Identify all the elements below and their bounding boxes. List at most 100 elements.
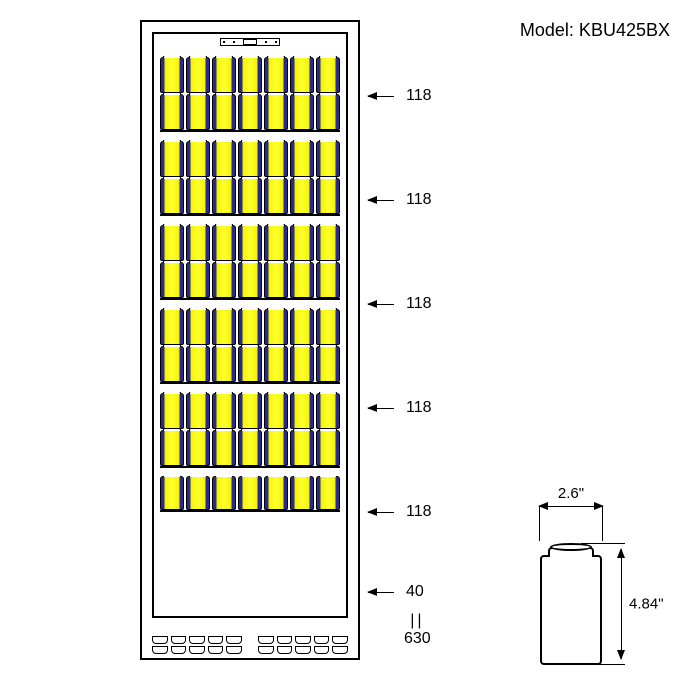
dimension-row: 118	[368, 400, 432, 416]
can-icon	[290, 262, 314, 298]
can-icon	[290, 94, 314, 130]
can-icon	[264, 346, 288, 382]
can-icon	[186, 430, 210, 466]
can-icon	[186, 346, 210, 382]
dimension-label: 118	[406, 191, 432, 209]
can-icon	[264, 141, 288, 177]
reference-can	[540, 555, 602, 665]
dimension-label: 118	[406, 295, 432, 313]
can-dimension-diagram: 2.6" 4.84"	[505, 485, 645, 665]
can-icon	[290, 346, 314, 382]
can-icon	[160, 476, 184, 510]
can-row	[160, 345, 340, 382]
can-icon	[160, 430, 184, 466]
can-icon	[212, 476, 236, 510]
vent-grille	[152, 626, 348, 654]
can-icon	[316, 57, 340, 93]
dimension-label: 118	[406, 503, 432, 521]
can-icon	[316, 430, 340, 466]
can-row	[160, 476, 340, 510]
can-icon	[290, 476, 314, 510]
can-icon	[290, 141, 314, 177]
arrow-left-icon	[368, 200, 394, 201]
can-icon	[186, 393, 210, 429]
can-icon	[186, 309, 210, 345]
can-icon	[264, 309, 288, 345]
can-icon	[212, 141, 236, 177]
can-width-dimension: 2.6"	[533, 485, 609, 507]
can-icon	[238, 262, 262, 298]
arrow-left-icon	[368, 512, 394, 513]
dimension-row: 118	[368, 504, 432, 520]
shelf-section	[160, 392, 340, 468]
can-icon	[290, 178, 314, 214]
can-icon	[316, 476, 340, 510]
can-icon	[160, 57, 184, 93]
can-icon	[186, 262, 210, 298]
can-row	[160, 93, 340, 130]
can-icon	[212, 94, 236, 130]
control-panel	[220, 38, 280, 46]
can-icon	[212, 225, 236, 261]
can-row	[160, 140, 340, 177]
arrow-left-icon	[368, 304, 394, 305]
model-label: Model: KBU425BX	[520, 20, 670, 41]
can-icon	[212, 346, 236, 382]
can-icon	[212, 262, 236, 298]
can-icon	[212, 309, 236, 345]
shelf-sections	[160, 56, 340, 610]
dimension-row: 118	[368, 192, 432, 208]
can-icon	[212, 57, 236, 93]
can-icon	[238, 141, 262, 177]
can-icon	[316, 393, 340, 429]
dimension-label: 118	[406, 399, 432, 417]
can-icon	[238, 476, 262, 510]
can-icon	[160, 393, 184, 429]
can-icon	[238, 309, 262, 345]
arrow-left-icon	[368, 592, 394, 593]
can-icon	[316, 94, 340, 130]
shelf-section	[160, 308, 340, 384]
dimension-row: 118	[368, 296, 432, 312]
can-icon	[264, 262, 288, 298]
can-icon	[238, 393, 262, 429]
dimension-label: 118	[406, 87, 432, 105]
can-icon	[264, 94, 288, 130]
can-icon	[316, 309, 340, 345]
can-row	[160, 261, 340, 298]
can-icon	[186, 476, 210, 510]
can-icon	[264, 476, 288, 510]
can-icon	[160, 178, 184, 214]
can-icon	[316, 262, 340, 298]
total-dimension: || 630	[404, 612, 431, 648]
can-icon	[264, 225, 288, 261]
can-icon	[264, 430, 288, 466]
can-icon	[238, 94, 262, 130]
shelf-section	[160, 476, 340, 512]
can-icon	[160, 309, 184, 345]
can-icon	[212, 430, 236, 466]
dimension-row: 118	[368, 88, 432, 104]
shelf-section	[160, 56, 340, 132]
can-icon	[238, 178, 262, 214]
can-icon	[186, 178, 210, 214]
can-row	[160, 429, 340, 466]
can-icon	[160, 94, 184, 130]
total-value: 630	[404, 630, 431, 648]
can-icon	[160, 225, 184, 261]
can-icon	[290, 430, 314, 466]
dimension-label: 40	[406, 583, 424, 601]
fridge-outline	[140, 20, 360, 660]
fridge-inner	[152, 32, 348, 618]
diagram-stage: Model: KBU425BX 118 118 118 118 118 40 || 630…	[0, 0, 700, 700]
can-height-label: 4.84"	[629, 596, 664, 613]
can-icon	[212, 178, 236, 214]
can-icon	[290, 225, 314, 261]
can-icon	[238, 57, 262, 93]
can-icon	[160, 262, 184, 298]
can-icon	[264, 178, 288, 214]
can-icon	[186, 141, 210, 177]
can-icon	[316, 225, 340, 261]
can-icon	[160, 141, 184, 177]
can-row	[160, 308, 340, 345]
